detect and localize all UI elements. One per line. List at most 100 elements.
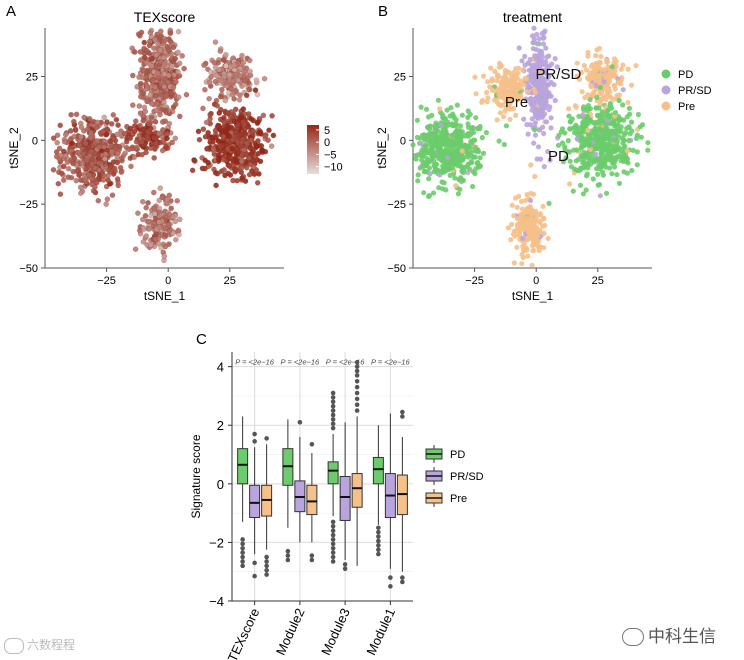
data-point <box>581 62 587 69</box>
data-point <box>598 162 604 168</box>
data-point <box>465 162 471 168</box>
data-point <box>131 154 138 161</box>
data-point <box>425 114 432 120</box>
data-point <box>440 186 446 192</box>
data-point <box>620 87 626 93</box>
data-point <box>495 87 501 93</box>
data-point <box>245 111 252 117</box>
data-point <box>574 136 580 142</box>
data-point <box>161 88 168 95</box>
data-point <box>612 109 619 116</box>
outlier-point <box>330 524 336 529</box>
data-point <box>95 155 102 162</box>
data-point <box>544 54 550 60</box>
data-point <box>143 233 150 239</box>
data-point <box>77 184 84 191</box>
data-point <box>135 210 141 217</box>
data-point <box>108 148 115 155</box>
data-point <box>141 104 148 111</box>
data-point <box>57 191 64 197</box>
data-point <box>455 191 461 197</box>
data-point <box>514 75 521 81</box>
data-point <box>595 171 601 177</box>
data-point <box>570 188 576 194</box>
data-point <box>70 160 76 167</box>
data-point <box>614 172 620 178</box>
data-point <box>151 210 158 217</box>
data-point <box>70 118 77 125</box>
data-point <box>65 165 72 172</box>
data-point <box>581 104 587 110</box>
outlier-point <box>330 399 336 405</box>
data-point <box>255 119 261 125</box>
outlier-point <box>330 528 336 533</box>
data-point <box>163 36 169 43</box>
data-point <box>645 140 651 146</box>
data-point <box>73 177 80 184</box>
data-point <box>226 133 232 139</box>
outlier-point <box>330 408 336 413</box>
data-point <box>624 170 630 176</box>
data-point <box>172 135 179 142</box>
data-point <box>588 70 594 76</box>
outlier-point <box>330 395 336 400</box>
y-axis-label: tSNE_2 <box>7 127 21 169</box>
outlier-point <box>354 368 360 374</box>
data-point <box>164 196 170 203</box>
panel-b-treatment-tsne: treatment −25 0 25 −50 −25 0 25 tSNE_1 tSNE_2 PD PR… <box>375 9 712 303</box>
data-point <box>161 71 168 77</box>
data-point <box>509 202 515 208</box>
data-point <box>152 118 159 125</box>
data-point <box>505 225 511 231</box>
outlier-point <box>354 373 360 378</box>
outlier-point <box>354 384 360 390</box>
data-point <box>155 74 162 81</box>
data-point <box>475 159 481 166</box>
data-point <box>255 150 262 157</box>
data-point <box>144 98 150 105</box>
x-tick-label: 25 <box>224 275 236 287</box>
data-point <box>246 86 253 93</box>
data-point <box>459 157 465 163</box>
data-point <box>262 148 269 155</box>
data-point <box>577 167 583 173</box>
data-point <box>598 66 605 72</box>
data-point <box>633 63 639 69</box>
data-point <box>82 176 89 183</box>
data-point <box>472 148 479 154</box>
data-point <box>152 36 158 43</box>
data-point <box>524 192 530 198</box>
data-point <box>525 253 531 259</box>
data-point <box>588 82 594 88</box>
data-point <box>74 168 80 174</box>
data-point <box>86 115 93 122</box>
data-point <box>516 85 522 91</box>
data-point <box>172 236 179 243</box>
data-point <box>438 149 444 156</box>
data-point <box>269 112 275 119</box>
data-point <box>594 94 600 101</box>
data-point <box>105 177 111 183</box>
data-point <box>437 168 444 174</box>
data-point <box>526 84 533 90</box>
data-point <box>530 248 536 254</box>
data-point <box>606 150 612 156</box>
data-point <box>626 138 632 144</box>
data-point <box>436 155 442 161</box>
y-tick-label: −2 <box>209 535 224 550</box>
data-point <box>634 162 640 168</box>
data-point <box>488 65 494 71</box>
data-point <box>527 197 534 204</box>
data-point <box>203 119 210 126</box>
outlier-point <box>240 559 245 564</box>
data-point <box>137 122 143 129</box>
data-point <box>144 69 151 75</box>
data-point <box>254 179 261 186</box>
data-point <box>529 262 535 268</box>
data-point <box>608 69 614 75</box>
data-point <box>519 198 525 205</box>
data-point <box>58 170 65 177</box>
outlier-point <box>240 550 245 555</box>
data-point <box>82 140 89 147</box>
data-point <box>142 54 148 61</box>
